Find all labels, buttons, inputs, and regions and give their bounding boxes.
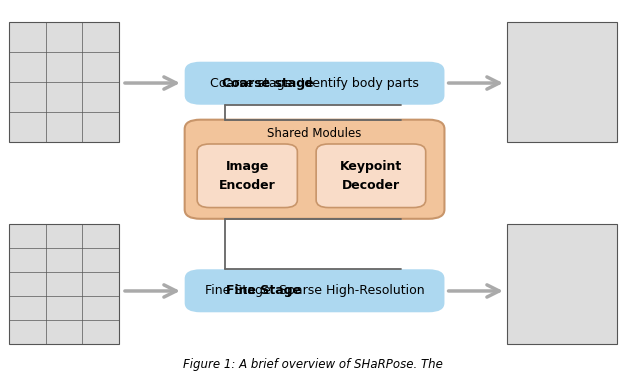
Text: Coarse stage: Identify body parts: Coarse stage: Identify body parts <box>210 77 419 90</box>
Bar <box>9 22 119 142</box>
FancyBboxPatch shape <box>316 144 426 208</box>
Text: Keypoint: Keypoint <box>340 160 402 173</box>
Text: Coarse stage: Coarse stage <box>222 77 314 90</box>
Text: Figure 1: A brief overview of SHaRPose. The: Figure 1: A brief overview of SHaRPose. … <box>183 358 443 371</box>
Text: Fine Stage: Sparse High-Resolution: Fine Stage: Sparse High-Resolution <box>205 284 424 297</box>
Bar <box>9 224 119 344</box>
Text: Fine Stage: Fine Stage <box>225 284 301 297</box>
FancyBboxPatch shape <box>185 120 444 219</box>
Text: Image: Image <box>225 160 269 173</box>
Text: Decoder: Decoder <box>342 179 400 191</box>
Text: Shared Modules: Shared Modules <box>267 128 362 140</box>
FancyBboxPatch shape <box>185 62 444 105</box>
Bar <box>507 22 617 142</box>
Text: Encoder: Encoder <box>219 179 275 191</box>
FancyBboxPatch shape <box>185 269 444 312</box>
FancyBboxPatch shape <box>197 144 297 208</box>
Bar <box>507 224 617 344</box>
